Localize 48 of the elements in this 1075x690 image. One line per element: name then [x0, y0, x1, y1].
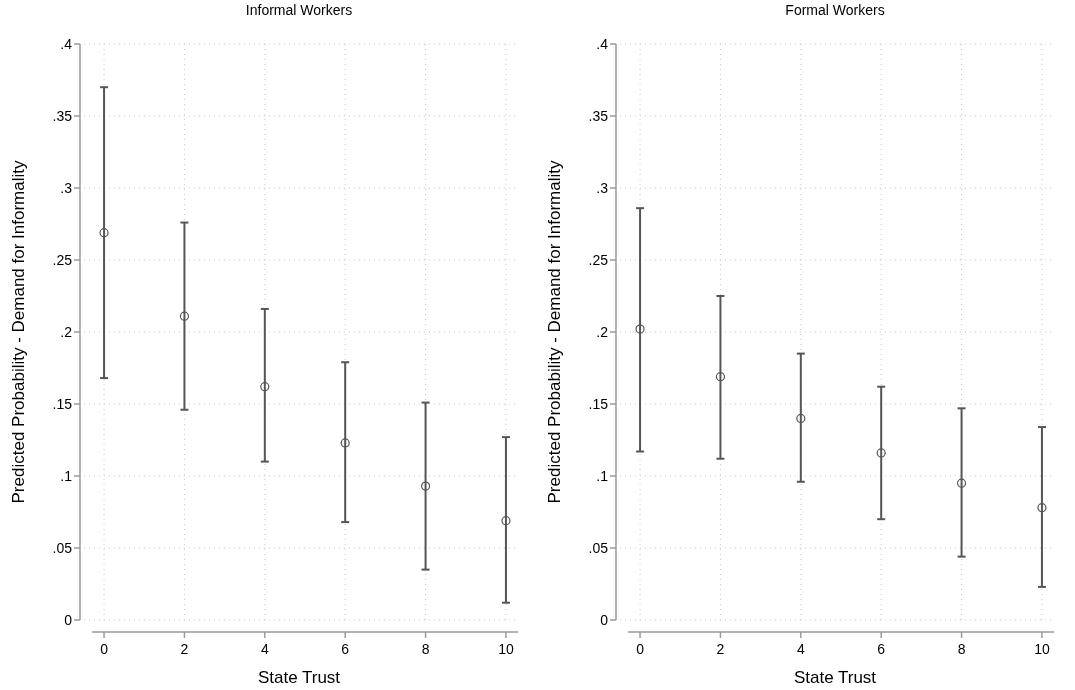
x-tick-label: 2 — [180, 641, 189, 657]
y-tick-label: .3 — [596, 179, 609, 196]
point — [956, 478, 967, 488]
x-tick-label: 4 — [260, 641, 269, 657]
y-tick-label: .2 — [596, 323, 609, 340]
y-tick-label: .3 — [60, 179, 73, 196]
x-tick-label: 2 — [716, 641, 725, 657]
y-tick-label: .05 — [588, 539, 609, 556]
x-tick-label: 10 — [498, 641, 514, 657]
y-tick-label: .4 — [60, 35, 73, 52]
point — [99, 228, 109, 238]
point — [501, 516, 511, 526]
point — [260, 382, 270, 392]
y-tick-label: .05 — [52, 539, 73, 556]
y-tick-label: .35 — [588, 107, 609, 124]
y-tick-label: .15 — [52, 395, 73, 412]
y-tick-label: .2 — [60, 323, 73, 340]
y-tick-label: .4 — [596, 35, 609, 52]
x-tick-label: 8 — [957, 641, 966, 657]
y-tick-label: .35 — [52, 107, 73, 124]
y-tick-label: .1 — [596, 467, 609, 484]
chart-title: Formal Workers — [785, 2, 885, 18]
x-tick-label: 8 — [421, 641, 430, 657]
point — [796, 413, 806, 423]
y-tick-label: .1 — [60, 467, 73, 484]
y-axis-title: Predicted Probability - Demand for Informality — [545, 160, 564, 504]
y-tick-label: .25 — [588, 251, 609, 268]
y-axis-title: Predicted Probability - Demand for Informality — [9, 160, 28, 504]
point — [340, 438, 350, 448]
x-axis-title: State Trust — [793, 668, 877, 687]
y-tick-label: 0 — [64, 611, 73, 628]
x-axis-title: State Trust — [257, 668, 341, 687]
point — [1037, 503, 1047, 513]
x-tick-label: 6 — [341, 641, 350, 657]
y-tick-label: .25 — [52, 251, 73, 268]
point — [635, 324, 645, 334]
x-tick-label: 4 — [796, 641, 805, 657]
x-tick-label: 10 — [1034, 641, 1050, 657]
point — [179, 311, 190, 321]
y-tick-label: .15 — [588, 395, 609, 412]
y-tick-label: 0 — [600, 611, 609, 628]
point — [420, 481, 431, 491]
x-tick-label: 0 — [636, 641, 645, 657]
point — [715, 372, 726, 382]
x-tick-label: 6 — [877, 641, 886, 657]
x-tick-label: 0 — [100, 641, 109, 657]
point — [876, 448, 886, 458]
chart-title: Informal Workers — [245, 2, 353, 18]
